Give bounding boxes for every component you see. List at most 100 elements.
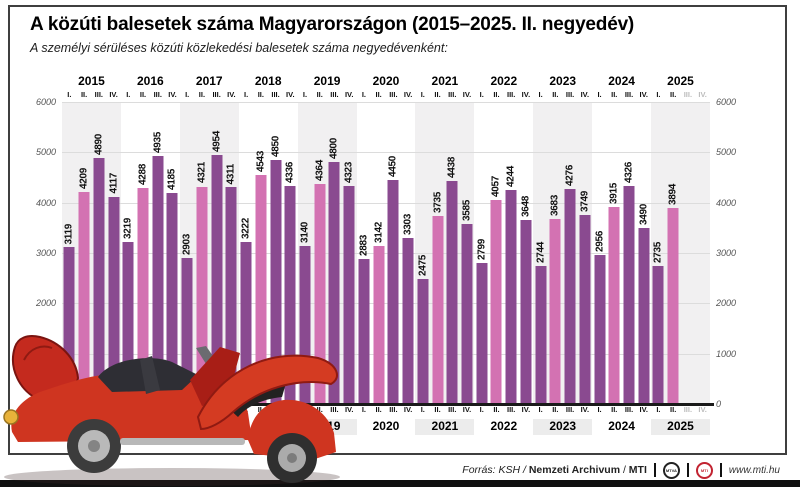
quarter-label: II.	[198, 90, 206, 99]
bar	[328, 162, 340, 404]
bar	[152, 155, 164, 404]
quarter-label: III.	[624, 90, 634, 99]
bar	[284, 185, 296, 404]
year-column: 2025 I. II. III. IV. 2735 3894 I. II. III. IV. 2025	[651, 74, 710, 435]
year-label-top: 2025	[667, 74, 694, 88]
quarter-label: III.	[448, 90, 457, 99]
year-column: 2020 I. II. III. IV. 2883 3142 4450 3303 I. II. III…	[356, 74, 416, 435]
crashed-car-illustration	[3, 335, 340, 486]
year-label-top: 2024	[608, 74, 635, 88]
y-axis-right: 0 1000 2000 3000 4000 5000 6000	[716, 97, 750, 409]
bar	[314, 184, 326, 404]
bar-slot: 3648	[519, 102, 534, 404]
year-label-top: 2019	[313, 74, 341, 88]
bar-value-label: 2735	[652, 242, 664, 264]
bar	[505, 190, 517, 404]
bar	[623, 186, 635, 404]
y-tick-label: 5000	[35, 147, 56, 158]
quarter-label: I.	[126, 90, 131, 99]
quarter-label: III.	[507, 90, 516, 99]
year-label-bottom: 2022	[490, 419, 518, 433]
plot-band: 2475 3735 4438 3585	[415, 102, 475, 404]
bar-value-label: 4450	[387, 155, 399, 178]
bar-slot: 3915	[607, 102, 622, 404]
year-label-bottom: 2020	[372, 419, 400, 433]
quarter-label: II.	[552, 405, 559, 414]
quarter-label: I.	[597, 405, 602, 414]
quarter-label: II.	[80, 90, 88, 99]
bar-slot: 4117	[106, 102, 121, 404]
bar	[652, 266, 664, 404]
bar-value-label: 4935	[152, 131, 164, 153]
bar	[373, 245, 385, 404]
bar-slot: 3735	[430, 102, 445, 404]
quarter-labels-top: I. II. III. IV.	[239, 89, 298, 102]
bar-value-label: 4954	[211, 130, 223, 152]
quarter-label: III.	[507, 405, 516, 414]
bar-slot: 4323	[342, 102, 357, 404]
quarter-label: IV.	[521, 405, 531, 414]
quarter-label: III.	[330, 405, 339, 414]
bar-value-label: 4311	[225, 163, 237, 185]
bar	[211, 154, 223, 404]
year-column: 2023 I. II. III. IV. 2744 3683 4276 3749 I. II. III…	[533, 74, 593, 435]
quarter-label: I.	[656, 405, 661, 414]
quarter-labels-top: I. II. III. IV.	[415, 89, 474, 102]
quarter-label: IV.	[698, 90, 707, 99]
bar	[579, 215, 591, 404]
quarter-label: IV.	[344, 405, 354, 414]
year-label-bottom: 2024	[608, 419, 635, 433]
quarter-label: II.	[434, 405, 441, 414]
quarter-label: IV.	[580, 90, 590, 99]
quarter-label: IV.	[403, 405, 413, 414]
source-line: Forrás: KSH / Nemzeti Archivum / MTI MTV…	[0, 460, 790, 480]
bar-value-label: 4438	[446, 156, 458, 178]
quarter-label: IV.	[227, 90, 236, 99]
bar	[535, 265, 547, 404]
bar-value-label: 4890	[93, 133, 105, 155]
bar-value-label: 3683	[549, 194, 561, 216]
quarter-labels-bottom: I. II. III. IV.	[357, 404, 416, 417]
source-separator: /	[622, 464, 626, 476]
quarter-labels-top: I. II. III. IV.	[651, 89, 710, 102]
bar-slot: 3683	[548, 102, 563, 404]
quarter-label: III.	[683, 405, 693, 414]
bar	[417, 279, 429, 404]
bar-value-label: 4850	[270, 135, 282, 157]
bar-slot	[695, 102, 710, 404]
quarter-label: I.	[302, 90, 308, 99]
bar-slot: 2956	[592, 102, 607, 404]
bar-value-label: 2903	[181, 233, 193, 255]
y-tick-label: 2000	[716, 298, 737, 309]
year-label-top: 2015	[78, 74, 105, 88]
bar-value-label: 3140	[299, 221, 311, 243]
bar-value-label: 4323	[343, 162, 355, 184]
quarter-label: IV.	[286, 90, 295, 99]
quarter-label: II.	[316, 90, 323, 99]
quarter-label: III.	[330, 90, 339, 99]
y-tick-label: 1000	[716, 348, 737, 359]
bar-value-label: 2744	[535, 241, 547, 263]
quarter-label: IV.	[403, 90, 413, 99]
bar	[608, 206, 620, 404]
bar-slot: 4800	[327, 102, 342, 404]
bar	[490, 199, 502, 404]
bar-value-label: 3142	[373, 221, 385, 243]
year-label-top: 2021	[431, 74, 459, 88]
quarter-label: II.	[493, 405, 500, 414]
page-title: A közúti balesetek száma Magyarországon …	[30, 14, 635, 35]
bar-value-label: 3749	[579, 191, 591, 213]
page-subtitle: A személyi sérüléses közúti közlekedési …	[30, 41, 448, 55]
bar-value-label: 4800	[328, 138, 340, 160]
quarter-labels-top: I. II. III. IV.	[474, 89, 533, 102]
bar-slot: 2883	[357, 102, 372, 404]
quarter-label: III.	[389, 405, 398, 414]
quarter-label: IV.	[639, 90, 648, 99]
quarter-label: I.	[479, 405, 484, 414]
bar-slot: 4288	[136, 102, 151, 404]
bar-value-label: 3490	[638, 204, 650, 226]
quarter-labels-bottom: I. II. III. IV.	[651, 404, 710, 417]
bar-value-label: 4364	[314, 160, 326, 182]
source-prefix: Forrás: KSH /	[462, 464, 526, 476]
bar	[387, 180, 399, 404]
